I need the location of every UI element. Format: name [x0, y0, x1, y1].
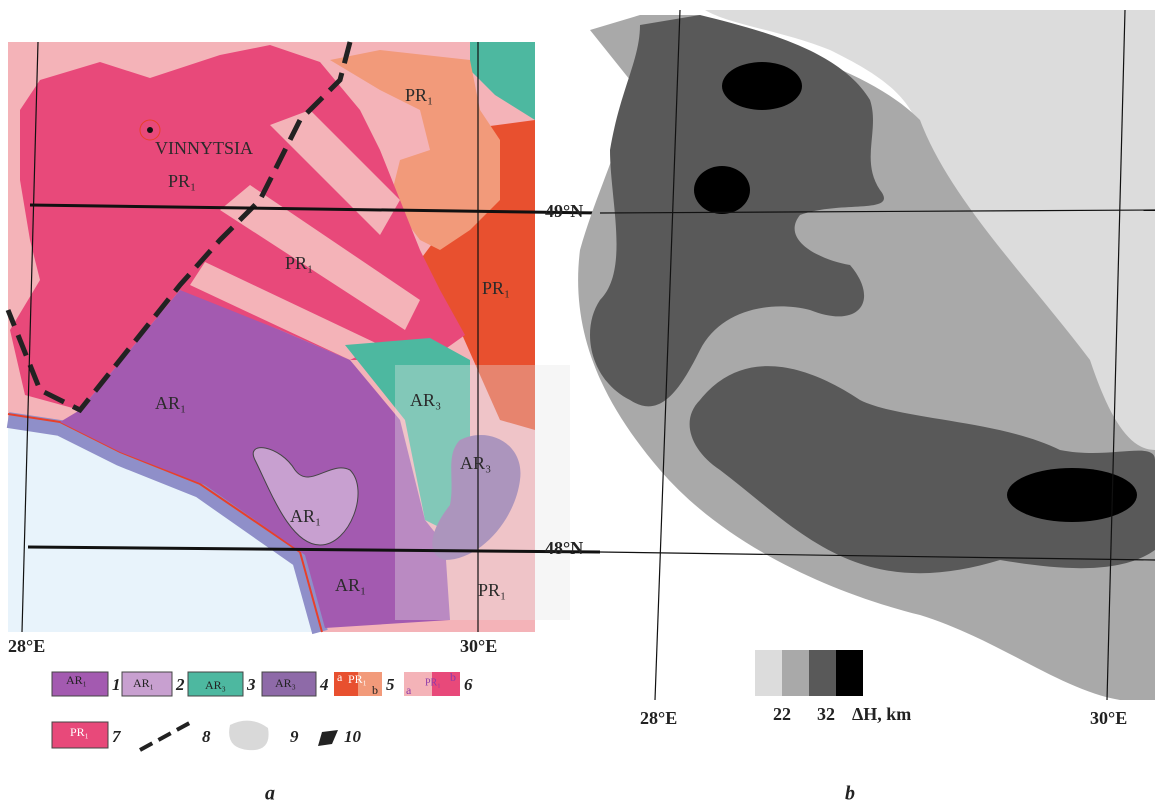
legend-swatch — [334, 672, 358, 696]
legend-swatch — [229, 720, 269, 751]
legend-number: 6 — [464, 675, 473, 694]
legend-number: 3 — [246, 675, 256, 694]
stripe — [220, 185, 420, 330]
unit-label: AR₃ — [410, 390, 441, 410]
region — [10, 45, 465, 410]
legend-swatch — [51, 721, 109, 749]
legend-swatch — [358, 672, 382, 696]
overlay — [395, 365, 570, 620]
lat-label: 49°N — [545, 201, 583, 221]
sea — [8, 420, 320, 632]
coast-line — [7, 413, 323, 633]
unit-label: PR₁ — [482, 278, 510, 298]
zone-max — [694, 166, 750, 214]
region — [330, 50, 500, 250]
city-dot — [147, 127, 153, 133]
city-marker — [139, 119, 161, 141]
lon-label: 30°E — [1090, 708, 1127, 728]
legend-swatch — [121, 671, 173, 697]
region — [345, 338, 470, 530]
map-a: VINNYTSIA PR₁ PR₁ PR₁ PR₁ AR₁ AR₃ AR₃ AR… — [5, 41, 601, 656]
zone-max — [1007, 468, 1137, 522]
caption: a — [265, 783, 275, 805]
legend-label: AR₁ — [133, 676, 154, 690]
parallel — [599, 551, 1155, 561]
legend-number: 10 — [344, 727, 362, 746]
legend-swatch — [139, 718, 196, 752]
legend: AR₁ 1 AR₁ 2 AR₃ 3 AR₃ 4 a PR₁ b 5 a PR₁ … — [51, 670, 473, 752]
legend-swatch — [432, 672, 460, 696]
lat-label: 48°N — [545, 538, 583, 558]
unit-label: PR₁ — [285, 253, 313, 273]
region — [432, 434, 521, 560]
legend-sub: a — [337, 670, 343, 684]
legend-label: PR₁ — [425, 677, 441, 688]
scale-swatch — [836, 650, 863, 696]
map-b: 22 32 ΔH, km 28°E 30°E — [578, 9, 1155, 728]
unit-label: AR₁ — [155, 393, 186, 413]
scale-swatch — [809, 650, 836, 696]
zone-dark — [590, 15, 1155, 574]
legend-number: 7 — [112, 727, 122, 746]
stripe — [190, 262, 380, 360]
boundary — [5, 41, 353, 414]
lon-label: 30°E — [460, 636, 497, 656]
legend-label: PR₁ — [348, 672, 367, 686]
legend-swatch — [187, 671, 244, 697]
unit-label: AR₁ — [290, 506, 321, 526]
unit-label: AR₁ — [335, 575, 366, 595]
legend-swatch — [318, 730, 338, 746]
unit-label: PR₁ — [405, 85, 433, 105]
region — [470, 42, 535, 120]
legend-label: AR₃ — [275, 676, 296, 690]
region — [252, 447, 359, 546]
parallel — [27, 545, 601, 554]
legend-number: 5 — [386, 675, 395, 694]
legend-number: 1 — [112, 675, 121, 694]
parallel — [599, 209, 1155, 214]
coast-band — [6, 412, 328, 635]
legend-label: PR₁ — [70, 725, 89, 739]
legend-sub: b — [450, 670, 456, 684]
unit-label: AR₃ — [460, 453, 491, 473]
legend-swatch — [261, 671, 317, 697]
scale-label: 32 — [817, 704, 835, 724]
stripe — [270, 110, 400, 235]
scale-unit: ΔH, km — [852, 704, 911, 724]
legend-swatch — [51, 671, 109, 697]
caption: b — [845, 783, 855, 805]
scale-swatch — [755, 650, 782, 696]
legend-sub: b — [372, 683, 378, 697]
lon-label: 28°E — [640, 708, 677, 728]
scale-swatch — [782, 650, 809, 696]
legend-sub: a — [406, 683, 412, 697]
legend-number: 9 — [290, 727, 299, 746]
legend-label: AR₃ — [205, 678, 226, 692]
legend-number: 8 — [202, 727, 211, 746]
scale-label: 22 — [773, 704, 791, 724]
unit-label: PR₁ — [478, 580, 506, 600]
parallel — [29, 203, 601, 215]
legend-swatch — [404, 672, 432, 696]
city-label: VINNYTSIA — [155, 138, 253, 158]
unit-label: PR₁ — [168, 171, 196, 191]
legend-number: 4 — [319, 675, 329, 694]
legend-number: 2 — [175, 675, 185, 694]
lon-label: 28°E — [8, 636, 45, 656]
meridian — [654, 9, 681, 701]
legend-label: AR₁ — [66, 673, 87, 687]
meridian — [21, 41, 39, 633]
meridian — [1106, 9, 1126, 701]
zone-max — [722, 62, 802, 110]
